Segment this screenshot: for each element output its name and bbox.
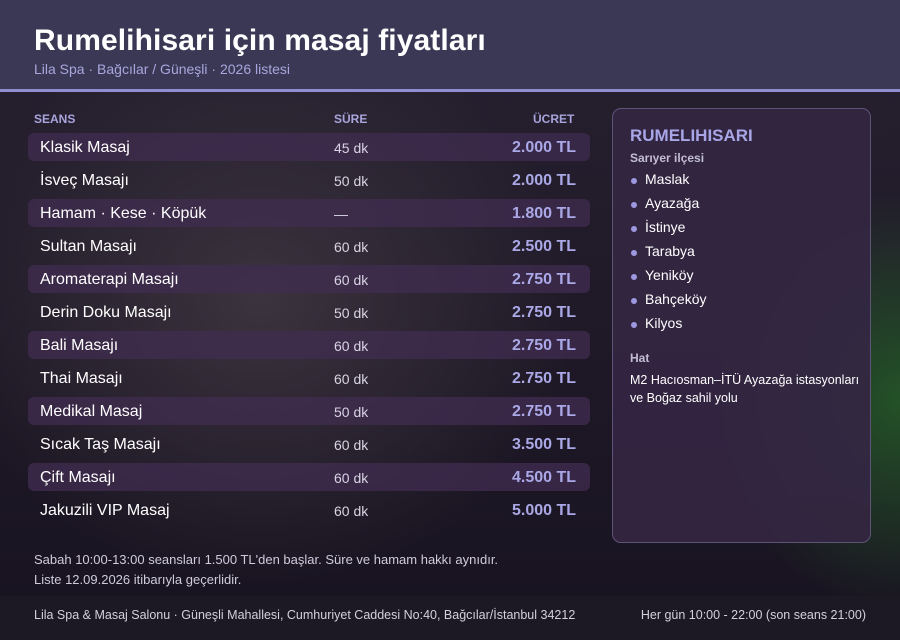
session-duration: 50 dk: [334, 173, 369, 189]
validity-note: Liste 12.09.2026 itibarıyla geçerlidir.: [34, 572, 242, 587]
list-item: Bahçeköy: [630, 291, 706, 315]
page-header: Rumelihisari için masaj fiyatları Lila S…: [0, 0, 900, 92]
footer-address: Lila Spa & Masaj Salonu · Güneşli Mahall…: [34, 608, 576, 622]
session-price: 2.000 TL: [511, 139, 576, 156]
table-row: Jakuzili VIP Masaj 60 dk 5.000 TL: [28, 496, 590, 524]
session-name: Bali Masajı: [40, 337, 119, 354]
list-item: Ayazağa: [630, 195, 706, 219]
bullet-icon: [631, 322, 637, 328]
session-duration: 60 dk: [334, 371, 369, 387]
session-name: Hamam · Kese · Köpük: [40, 205, 207, 222]
table-row: Sultan Masajı 60 dk 2.500 TL: [28, 232, 590, 260]
table-row: Sıcak Taş Masajı 60 dk 3.500 TL: [28, 430, 590, 458]
line-label: Hat: [630, 351, 650, 365]
table-row: Çift Masajı 60 dk 4.500 TL: [28, 463, 590, 491]
session-duration: 60 dk: [334, 272, 369, 288]
district-label: Sarıyer ilçesi: [630, 151, 705, 165]
table-row: Klasik Masaj 45 dk 2.000 TL: [28, 133, 590, 161]
session-name: Sultan Masajı: [40, 238, 137, 255]
column-header-duration: SÜRE: [334, 112, 368, 126]
neighborhood-list: Maslak Ayazağa İstinye Tarabya Yeniköy B…: [630, 171, 706, 339]
session-duration: 50 dk: [334, 404, 369, 420]
list-item: Tarabya: [630, 243, 706, 267]
session-name: Derin Doku Masajı: [40, 304, 172, 321]
list-item: Maslak: [630, 171, 706, 195]
session-name: Klasik Masaj: [40, 139, 130, 156]
list-item: Yeniköy: [630, 267, 706, 291]
session-price: 2.750 TL: [511, 337, 576, 354]
bullet-icon: [631, 226, 637, 232]
session-duration: 60 dk: [334, 239, 369, 255]
neighborhood-name: Bahçeköy: [645, 291, 707, 307]
table-row: Bali Masajı 60 dk 2.750 TL: [28, 331, 590, 359]
column-header-price: ÜCRET: [533, 112, 575, 126]
table-row: Thai Masajı 60 dk 2.750 TL: [28, 364, 590, 392]
panel-title: RUMELIHISARI: [630, 126, 753, 145]
session-duration: 60 dk: [334, 338, 369, 354]
session-name: Çift Masajı: [40, 469, 116, 486]
page-footer: Lila Spa & Masaj Salonu · Güneşli Mahall…: [0, 596, 900, 640]
session-duration: 60 dk: [334, 437, 369, 453]
area-info-panel: RUMELIHISARI Sarıyer ilçesi Maslak Ayaza…: [612, 108, 871, 543]
table-row: Medikal Masaj 50 dk 2.750 TL: [28, 397, 590, 425]
neighborhood-name: Maslak: [645, 171, 690, 187]
bullet-icon: [631, 178, 637, 184]
session-price: 1.800 TL: [511, 205, 576, 222]
list-item: İstinye: [630, 219, 706, 243]
neighborhood-name: İstinye: [645, 219, 686, 235]
session-name: Medikal Masaj: [40, 403, 143, 420]
bullet-icon: [631, 250, 637, 256]
page-title: Rumelihisari için masaj fiyatları: [34, 24, 486, 57]
table-row: Derin Doku Masajı 50 dk 2.750 TL: [28, 298, 590, 326]
bullet-icon: [631, 298, 637, 304]
page-subtitle: Lila Spa · Bağcılar / Güneşli · 2026 lis…: [34, 61, 291, 77]
bullet-icon: [631, 202, 637, 208]
session-name: Aromaterapi Masajı: [40, 271, 179, 288]
session-price: 5.000 TL: [511, 502, 576, 519]
neighborhood-name: Yeniköy: [645, 267, 694, 283]
neighborhood-name: Kilyos: [645, 315, 683, 331]
session-name: Jakuzili VIP Masaj: [40, 502, 170, 519]
line-description: M2 Hacıosman–İTÜ Ayazağa istasyonları ve…: [630, 373, 860, 405]
price-table: Klasik Masaj 45 dk 2.000 TL İsveç Masajı…: [28, 133, 590, 529]
session-duration: 45 dk: [334, 140, 369, 156]
session-duration: 60 dk: [334, 470, 369, 486]
session-price: 2.750 TL: [511, 304, 576, 321]
session-duration: —: [334, 206, 348, 222]
table-row: İsveç Masajı 50 dk 2.000 TL: [28, 166, 590, 194]
session-price: 4.500 TL: [511, 469, 576, 486]
column-header-session: SEANS: [34, 112, 76, 126]
neighborhood-name: Ayazağa: [645, 195, 700, 211]
session-name: Thai Masajı: [40, 370, 123, 387]
table-row: Aromaterapi Masajı 60 dk 2.750 TL: [28, 265, 590, 293]
neighborhood-name: Tarabya: [645, 243, 695, 259]
bullet-icon: [631, 274, 637, 280]
session-duration: 50 dk: [334, 305, 369, 321]
session-duration: 60 dk: [334, 503, 369, 519]
price-note: Sabah 10:00-13:00 seansları 1.500 TL'den…: [34, 552, 499, 567]
list-item: Kilyos: [630, 315, 706, 339]
session-price: 2.750 TL: [511, 403, 576, 420]
session-price: 2.750 TL: [511, 271, 576, 288]
session-name: Sıcak Taş Masajı: [40, 436, 161, 453]
session-price: 2.000 TL: [511, 172, 576, 189]
session-price: 3.500 TL: [511, 436, 576, 453]
footer-hours: Her gün 10:00 - 22:00 (son seans 21:00): [640, 608, 866, 622]
table-row: Hamam · Kese · Köpük — 1.800 TL: [28, 199, 590, 227]
session-price: 2.500 TL: [511, 238, 576, 255]
session-name: İsveç Masajı: [40, 172, 129, 189]
session-price: 2.750 TL: [511, 370, 576, 387]
